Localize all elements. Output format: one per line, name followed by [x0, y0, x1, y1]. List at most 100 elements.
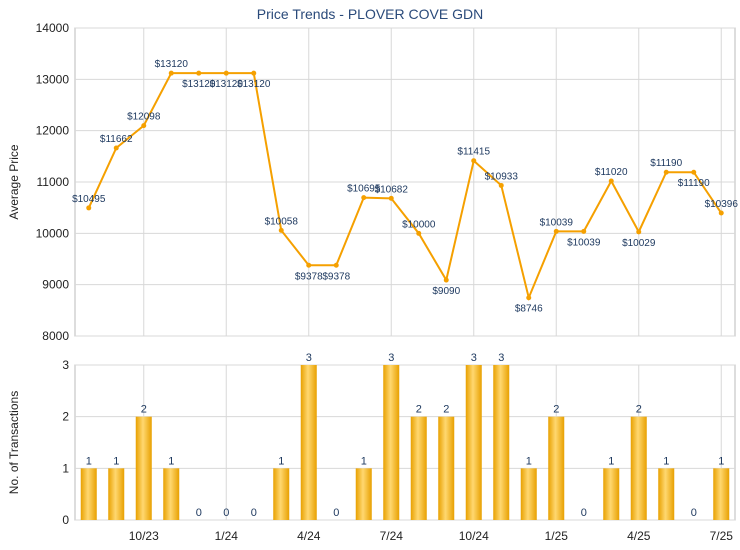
price-point [691, 169, 697, 175]
price-point [278, 227, 284, 233]
price-data-label: $13120 [210, 79, 244, 90]
price-point [443, 277, 449, 283]
transactions-y-tick: 2 [62, 410, 69, 424]
price-data-label: $10058 [265, 216, 299, 227]
price-y-tick: 10000 [36, 226, 70, 240]
x-tick-label: 10/23 [129, 529, 159, 543]
x-tick-label: 7/25 [710, 529, 734, 543]
price-point [361, 195, 367, 201]
transactions-bar [383, 365, 400, 520]
price-data-label: $10039 [540, 217, 574, 228]
price-point [306, 262, 312, 268]
price-y-tick: 13000 [36, 72, 70, 86]
price-data-label: $13120 [155, 59, 189, 70]
transactions-bar-label: 1 [526, 455, 532, 467]
price-point [223, 70, 229, 76]
transactions-bar-label: 1 [86, 455, 92, 467]
x-tick-label: 1/25 [545, 529, 569, 543]
price-point [168, 70, 174, 76]
transactions-bar [108, 468, 125, 520]
transactions-bar-label: 3 [471, 352, 477, 364]
price-point [498, 182, 504, 188]
x-tick-label: 4/24 [297, 529, 321, 543]
transactions-y-tick: 3 [62, 358, 69, 372]
price-point [718, 210, 724, 216]
price-data-label: $10396 [705, 199, 739, 210]
transactions-panel: 0 1 2 3 10/23 1/24 4/24 7/24 10/24 1/25 4/25 7/25 No… [7, 352, 736, 543]
price-y-tick: 11000 [37, 175, 70, 189]
transactions-bar [603, 468, 620, 520]
price-point [526, 295, 532, 301]
transactions-bar [80, 468, 97, 520]
transactions-bar-label: 1 [361, 455, 367, 467]
transactions-bar-label: 1 [663, 455, 669, 467]
transactions-bar-label: 0 [196, 507, 202, 519]
price-point [416, 230, 422, 236]
price-data-label: $9090 [432, 286, 460, 297]
transactions-bar-label: 1 [608, 455, 614, 467]
x-tick-label: 10/24 [459, 529, 489, 543]
transactions-bar-label: 0 [251, 507, 257, 519]
price-y-tick: 12000 [36, 124, 70, 138]
transactions-bar [548, 416, 565, 520]
price-point [113, 145, 119, 151]
price-data-label: $13120 [182, 79, 216, 90]
price-point [141, 123, 147, 129]
price-point [196, 70, 202, 76]
x-tick-label: 4/25 [627, 529, 651, 543]
transactions-bar-label: 1 [168, 455, 174, 467]
price-y-axis-title: Average Price [7, 144, 21, 219]
price-y-tick: 14000 [36, 21, 70, 35]
price-data-label: $10029 [622, 238, 656, 249]
transactions-bar-label: 1 [113, 455, 119, 467]
transactions-bar-label: 1 [718, 455, 724, 467]
transactions-y-axis-title: No. of Transactions [7, 391, 21, 494]
transactions-bar-label: 3 [306, 352, 312, 364]
price-data-label: $8746 [515, 304, 543, 315]
price-point [388, 195, 394, 201]
price-y-tick: 8000 [42, 329, 69, 343]
price-point [663, 169, 669, 175]
price-data-label: $10682 [375, 184, 409, 195]
price-data-label: $11415 [457, 147, 490, 158]
price-point [553, 228, 559, 234]
price-y-tick: 9000 [42, 278, 69, 292]
transactions-bar-label: 0 [581, 507, 587, 519]
transactions-bar-label: 2 [443, 404, 449, 416]
transactions-bar [273, 468, 290, 520]
transactions-bar [355, 468, 372, 520]
price-data-label: $10933 [485, 171, 519, 182]
price-data-label: $11020 [595, 167, 628, 178]
chart-title: Price Trends - PLOVER COVE GDN [256, 6, 484, 22]
price-point [333, 262, 339, 268]
transactions-bar-label: 0 [223, 507, 229, 519]
price-data-label: $11190 [678, 178, 710, 189]
transactions-bar-label: 3 [388, 352, 394, 364]
price-point [636, 229, 642, 235]
price-data-label: $13120 [237, 79, 271, 90]
price-data-label: $11190 [650, 158, 682, 169]
transactions-bar-label: 2 [553, 404, 559, 416]
transactions-bar-label: 2 [141, 404, 147, 416]
transactions-bar [163, 468, 180, 520]
transactions-bar [713, 468, 730, 520]
price-panel: 8000 9000 10000 11000 12000 13000 14000 Average… [7, 21, 738, 343]
transactions-bar-label: 0 [333, 507, 339, 519]
transactions-bar-label: 0 [691, 507, 697, 519]
transactions-bar [465, 365, 482, 520]
price-point [86, 205, 92, 211]
transactions-y-tick: 1 [62, 461, 69, 475]
transactions-bar-label: 2 [416, 404, 422, 416]
transactions-bar [630, 416, 647, 520]
x-tick-label: 7/24 [380, 529, 404, 543]
transactions-bar [300, 365, 317, 520]
price-data-label: $11662 [100, 134, 133, 145]
price-data-label: $10495 [72, 194, 106, 205]
price-point [581, 228, 587, 234]
price-data-label: $10000 [402, 219, 436, 230]
transactions-bar [493, 365, 510, 520]
price-point [251, 70, 257, 76]
transactions-bar-label: 1 [278, 455, 284, 467]
price-series-line [87, 72, 723, 301]
